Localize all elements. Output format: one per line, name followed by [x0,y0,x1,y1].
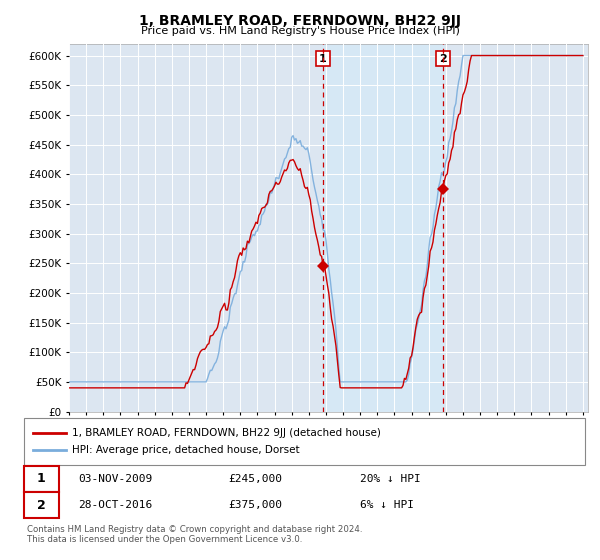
Text: HPI: Average price, detached house, Dorset: HPI: Average price, detached house, Dors… [72,445,299,455]
Text: £375,000: £375,000 [228,500,282,510]
Text: 2: 2 [37,498,46,512]
Text: 1: 1 [319,54,327,63]
Text: 03-NOV-2009: 03-NOV-2009 [78,474,152,484]
Text: 1, BRAMLEY ROAD, FERNDOWN, BH22 9JJ: 1, BRAMLEY ROAD, FERNDOWN, BH22 9JJ [139,14,461,28]
Text: Contains HM Land Registry data © Crown copyright and database right 2024.
This d: Contains HM Land Registry data © Crown c… [27,525,362,544]
Text: 1: 1 [37,472,46,486]
Text: 1, BRAMLEY ROAD, FERNDOWN, BH22 9JJ (detached house): 1, BRAMLEY ROAD, FERNDOWN, BH22 9JJ (det… [72,428,381,438]
Text: Price paid vs. HM Land Registry's House Price Index (HPI): Price paid vs. HM Land Registry's House … [140,26,460,36]
Bar [323,44,443,412]
Text: 2: 2 [439,54,447,63]
Text: 6% ↓ HPI: 6% ↓ HPI [360,500,414,510]
Text: 28-OCT-2016: 28-OCT-2016 [78,500,152,510]
Text: 20% ↓ HPI: 20% ↓ HPI [360,474,421,484]
Text: £245,000: £245,000 [228,474,282,484]
